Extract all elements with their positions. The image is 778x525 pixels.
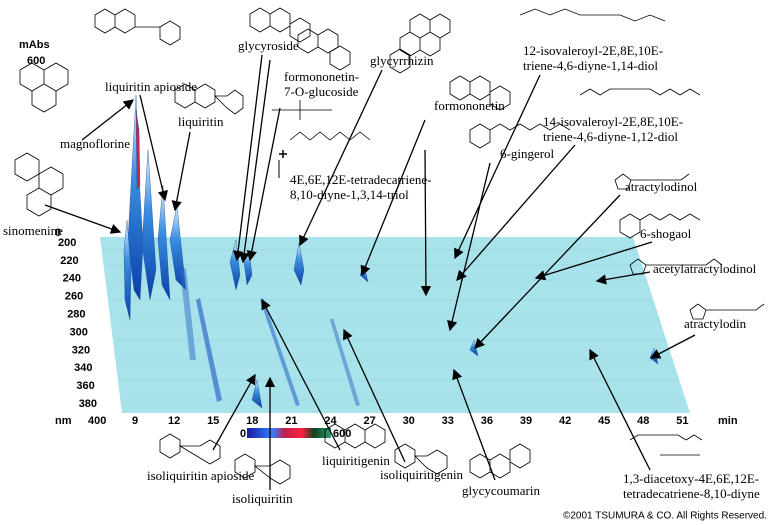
wavelength-tick-label: 300 bbox=[70, 326, 88, 338]
wavelength-tick-label: 200 bbox=[58, 237, 76, 249]
color-scale bbox=[247, 428, 331, 438]
compound-label: glycyroside bbox=[238, 38, 299, 53]
compound-label: magnoflorine bbox=[60, 136, 130, 151]
time-tick-label: 12 bbox=[168, 415, 180, 427]
wavelength-tick-label: 400 bbox=[88, 415, 106, 427]
compound-label: glycycoumarin bbox=[462, 483, 540, 498]
compound-label: atractylodin bbox=[684, 316, 747, 331]
wavelength-tick-label: 320 bbox=[72, 344, 90, 356]
axis-labels: mAbs 600 0 nm min bbox=[19, 39, 738, 427]
wavelength-tick-label: 380 bbox=[79, 398, 97, 410]
compound-label: atractylodinol bbox=[625, 179, 698, 194]
baseline-traces bbox=[104, 249, 686, 401]
time-tick-label: 18 bbox=[246, 415, 258, 427]
compound-label: 4E,6E,12E-tetradecatriene- bbox=[290, 172, 431, 187]
compound-label: 12-isovaleroyl-2E,8E,10E- bbox=[523, 43, 663, 58]
time-tick-label: 51 bbox=[676, 415, 688, 427]
compound-label: triene-4,6-diyne-1,14-diol bbox=[523, 58, 658, 73]
compound-label: sinomenine bbox=[3, 223, 63, 238]
wavelength-tick-label: 220 bbox=[60, 255, 78, 267]
time-tick-label: 33 bbox=[442, 415, 454, 427]
time-tick-label: 48 bbox=[637, 415, 649, 427]
compound-label: tetradecatriene-8,10-diyne bbox=[623, 486, 760, 501]
compound-label: 6-shogaol bbox=[640, 226, 692, 241]
y-max: 600 bbox=[27, 55, 45, 67]
time-ticks: 9 12 15 18 21 24 27 30 33 36 39 42 45 48 51 bbox=[132, 415, 689, 427]
wavelength-unit: nm bbox=[55, 415, 72, 427]
compound-label: triene-4,6-diyne-1,12-diol bbox=[543, 129, 678, 144]
compound-label: formononetin- bbox=[284, 69, 359, 84]
wavelength-tick-label: 360 bbox=[76, 380, 94, 392]
compound-label: 1,3-diacetoxy-4E,6E,12E- bbox=[623, 471, 759, 486]
compound-label: 6-gingerol bbox=[500, 146, 555, 161]
time-tick-label: 42 bbox=[559, 415, 571, 427]
copyright: ©2001 TSUMURA & CO. All Rights Reserved. bbox=[563, 511, 767, 522]
time-tick-label: 30 bbox=[403, 415, 415, 427]
compound-label: isoliquiritigenin bbox=[380, 467, 464, 482]
structures bbox=[14, 7, 765, 485]
peaks bbox=[123, 94, 659, 409]
arrows bbox=[44, 54, 696, 490]
time-tick-label: 39 bbox=[520, 415, 532, 427]
compound-label: liquiritin apioside bbox=[105, 79, 197, 94]
compound-labels: magnoflorine liquiritin apioside liquiriti… bbox=[3, 38, 760, 506]
time-tick-label: 15 bbox=[207, 415, 219, 427]
time-tick-label: 21 bbox=[285, 415, 297, 427]
compound-label: isoliquiritin bbox=[232, 491, 293, 506]
time-tick-label: 24 bbox=[324, 415, 337, 427]
time-tick-label: 9 bbox=[132, 415, 138, 427]
compound-label: 7-O-glucoside bbox=[284, 84, 359, 99]
compound-label: isoliquiritin apioside bbox=[147, 468, 254, 483]
compound-label: liquiritigenin bbox=[322, 453, 390, 468]
color-scale-min: 0 bbox=[240, 428, 246, 440]
time-tick-label: 36 bbox=[481, 415, 493, 427]
wavelength-tick-label: 340 bbox=[74, 362, 92, 374]
wavelength-tick-label: 280 bbox=[67, 309, 85, 321]
compound-label: acetylatractylodinol bbox=[653, 261, 757, 276]
color-scale-max: 600 bbox=[333, 428, 351, 440]
wavelength-tick-label: 240 bbox=[63, 273, 81, 285]
wavelength-tick-label: 260 bbox=[65, 291, 83, 303]
time-unit: min bbox=[718, 415, 738, 427]
compound-label: liquiritin bbox=[178, 114, 224, 129]
y-unit: mAbs bbox=[19, 39, 50, 51]
y-min: 0 bbox=[55, 227, 61, 239]
wavelength-ticks: 200 220 240 260 280 300 320 340 360 380 400 bbox=[58, 237, 106, 427]
compound-label: 8,10-diyne-1,3,14-triol bbox=[290, 187, 409, 202]
time-tick-label: 45 bbox=[598, 415, 610, 427]
time-tick-label: 27 bbox=[363, 415, 375, 427]
compound-label: formononetin bbox=[434, 98, 505, 113]
compound-label: glycyrrhizin bbox=[370, 53, 434, 68]
compound-label: 14-isovaleroyl-2E,8E,10E- bbox=[543, 114, 683, 129]
